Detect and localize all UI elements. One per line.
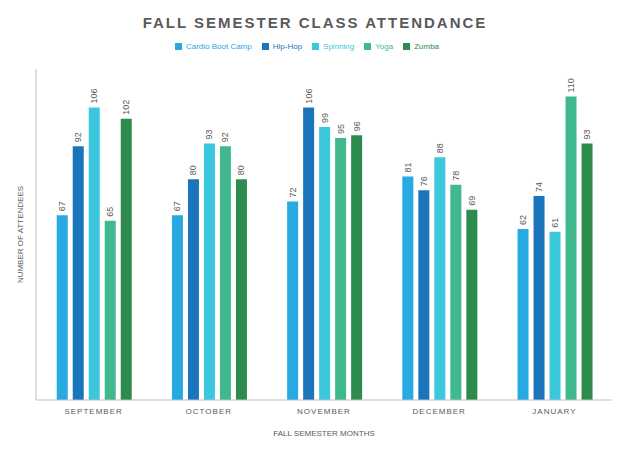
svg-text:74: 74: [534, 182, 544, 192]
svg-text:SEPTEMBER: SEPTEMBER: [64, 407, 122, 416]
svg-text:JANUARY: JANUARY: [532, 407, 576, 416]
html-text:Zumba: Zumba: [414, 42, 440, 51]
svg-text:72: 72: [288, 187, 298, 197]
svg-text:92: 92: [220, 132, 230, 142]
html-text:Cardio Boot Camp: Cardio Boot Camp: [185, 42, 252, 51]
svg-text:88: 88: [435, 143, 445, 153]
svg-text:NUMBER OF ATTENDEES: NUMBER OF ATTENDEES: [16, 186, 25, 283]
svg-text:65: 65: [105, 207, 115, 217]
svg-text:69: 69: [467, 196, 477, 206]
svg-text:93: 93: [204, 129, 214, 139]
svg-text:80: 80: [236, 165, 246, 175]
html-text:Yoga: Yoga: [375, 42, 394, 51]
svg-text:95: 95: [336, 124, 346, 134]
svg-text:62: 62: [518, 215, 528, 225]
svg-text:80: 80: [188, 165, 198, 175]
html-text:Spinning: Spinning: [323, 42, 355, 51]
svg-text:67: 67: [172, 201, 182, 211]
svg-text:102: 102: [121, 100, 131, 115]
svg-text:110: 110: [566, 78, 576, 92]
svg-text:92: 92: [73, 132, 83, 142]
svg-text:FALL SEMESTER MONTHS: FALL SEMESTER MONTHS: [273, 429, 375, 438]
svg-text:67: 67: [57, 201, 67, 211]
svg-text:93: 93: [582, 129, 592, 139]
svg-text:81: 81: [403, 163, 413, 173]
svg-text:96: 96: [352, 121, 362, 131]
svg-text:106: 106: [89, 89, 99, 104]
svg-text:99: 99: [320, 113, 330, 123]
html-text:FALL SEMESTER CLASS ATTENDANCE: FALL SEMESTER CLASS ATTENDANCE: [142, 14, 488, 31]
svg-text:DECEMBER: DECEMBER: [413, 407, 466, 416]
svg-text:106: 106: [304, 89, 314, 104]
html-text:Hip-Hop: Hip-Hop: [272, 42, 303, 51]
svg-text:61: 61: [550, 218, 560, 228]
svg-text:76: 76: [419, 176, 429, 186]
svg-text:NOVEMBER: NOVEMBER: [297, 407, 351, 416]
svg-text:OCTOBER: OCTOBER: [186, 407, 232, 416]
svg-text:78: 78: [451, 171, 461, 181]
